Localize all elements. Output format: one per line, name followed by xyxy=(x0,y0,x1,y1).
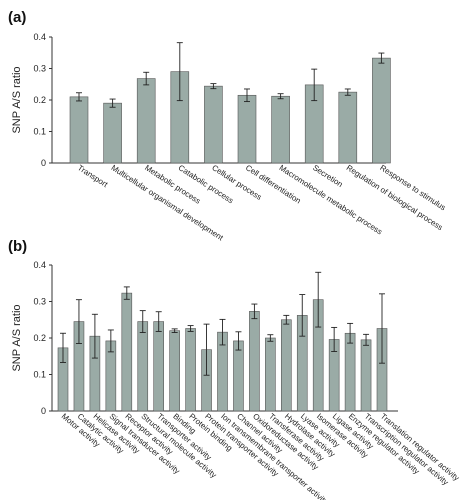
bar xyxy=(136,78,156,164)
bar xyxy=(153,321,164,412)
y-axis-label: SNP A/S ratio xyxy=(11,304,23,371)
bar xyxy=(344,332,356,412)
bar xyxy=(237,94,257,164)
bar xyxy=(360,339,372,412)
bar xyxy=(169,330,180,412)
bar xyxy=(280,319,292,412)
bar xyxy=(271,95,290,164)
panel-label: (b) xyxy=(8,238,27,255)
y-tick-label: 0 xyxy=(41,158,46,168)
bar xyxy=(103,102,122,164)
y-axis-label: SNP A/S ratio xyxy=(11,66,23,133)
bar xyxy=(137,321,149,412)
bar xyxy=(372,57,391,164)
y-tick-label: 0.2 xyxy=(33,95,46,105)
y-tick-label: 0.1 xyxy=(33,370,46,380)
y-tick-label: 0.3 xyxy=(33,297,46,307)
y-tick-label: 0.4 xyxy=(33,260,46,270)
bar xyxy=(265,337,276,412)
bar xyxy=(204,85,223,164)
y-tick-label: 0 xyxy=(41,406,46,416)
bar xyxy=(121,292,133,412)
y-tick-label: 0.2 xyxy=(33,333,46,343)
panel-label: (a) xyxy=(8,9,26,26)
bar xyxy=(69,96,89,164)
bar xyxy=(249,311,260,412)
y-tick-label: 0.4 xyxy=(33,32,46,42)
bar xyxy=(233,340,244,412)
y-tick-label: 0.3 xyxy=(33,64,46,74)
bar xyxy=(338,91,358,164)
y-tick-label: 0.1 xyxy=(33,127,46,137)
bar xyxy=(185,328,196,412)
x-tick-label: Transcription regulator activity xyxy=(363,412,450,487)
x-tick-label: Transport xyxy=(76,163,110,189)
